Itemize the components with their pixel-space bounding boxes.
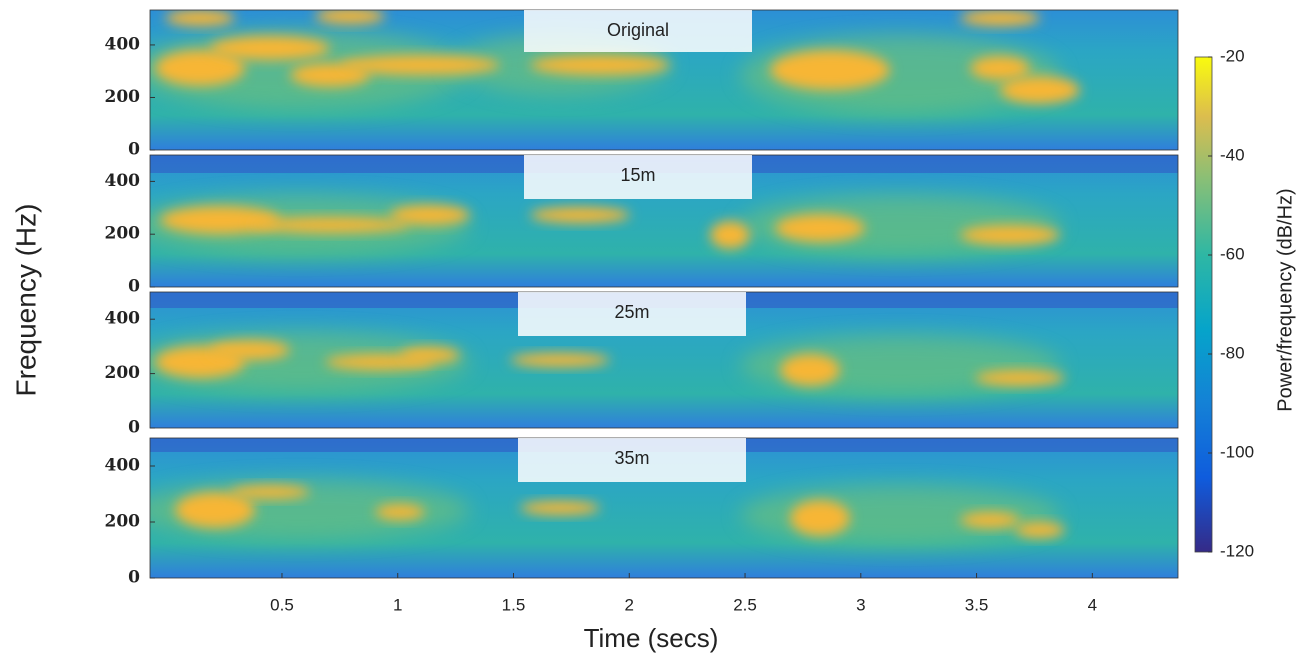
- y-tick-label: 400: [105, 34, 141, 54]
- x-tick-label: 2.5: [733, 595, 757, 614]
- colorbar-tick-label: -60: [1220, 244, 1245, 263]
- x-tick-label: 1.5: [502, 595, 526, 614]
- x-tick-label: 3: [856, 595, 865, 614]
- y-tick-label: 200: [105, 224, 141, 244]
- colorbar-label: Power/frequency (dB/Hz): [1274, 188, 1296, 411]
- colorbar-tick-label: -20: [1220, 46, 1245, 65]
- y-axis-label: Frequency (Hz): [10, 204, 41, 397]
- colorbar: [1194, 56, 1213, 553]
- panel-title-box: [524, 10, 752, 52]
- colorbar-tick-label: -40: [1220, 145, 1245, 164]
- y-tick-label: 400: [105, 456, 141, 476]
- panel-title: 35m: [614, 448, 649, 468]
- colorbar-tick-label: -80: [1220, 343, 1245, 362]
- colorbar-tick-label: -120: [1220, 541, 1254, 560]
- y-tick-label: 0: [128, 277, 140, 297]
- panel-title-box: [518, 292, 746, 336]
- y-tick-label: 400: [105, 309, 141, 329]
- panel-title-box: [518, 438, 746, 482]
- y-tick-label: 0: [128, 418, 140, 438]
- y-tick-label: 200: [105, 512, 141, 532]
- panel-title: 25m: [614, 302, 649, 322]
- panel-title: 15m: [620, 165, 655, 185]
- y-tick-label: 200: [105, 87, 141, 107]
- panel-title-box: [524, 155, 752, 199]
- x-tick-label: 0.5: [270, 595, 294, 614]
- colorbar-tick-label: -100: [1220, 442, 1254, 461]
- x-tick-label: 2: [625, 595, 634, 614]
- x-tick-label: 4: [1088, 595, 1097, 614]
- y-tick-label: 200: [105, 363, 141, 383]
- y-tick-label: 400: [105, 171, 141, 191]
- x-tick-label: 1: [393, 595, 402, 614]
- y-tick-label: 0: [128, 140, 140, 160]
- x-axis-label: Time (secs): [584, 623, 719, 653]
- x-tick-label: 3.5: [965, 595, 989, 614]
- panel-title: Original: [607, 20, 669, 40]
- spectrogram-image: [150, 10, 1178, 578]
- y-tick-label: 0: [128, 568, 140, 588]
